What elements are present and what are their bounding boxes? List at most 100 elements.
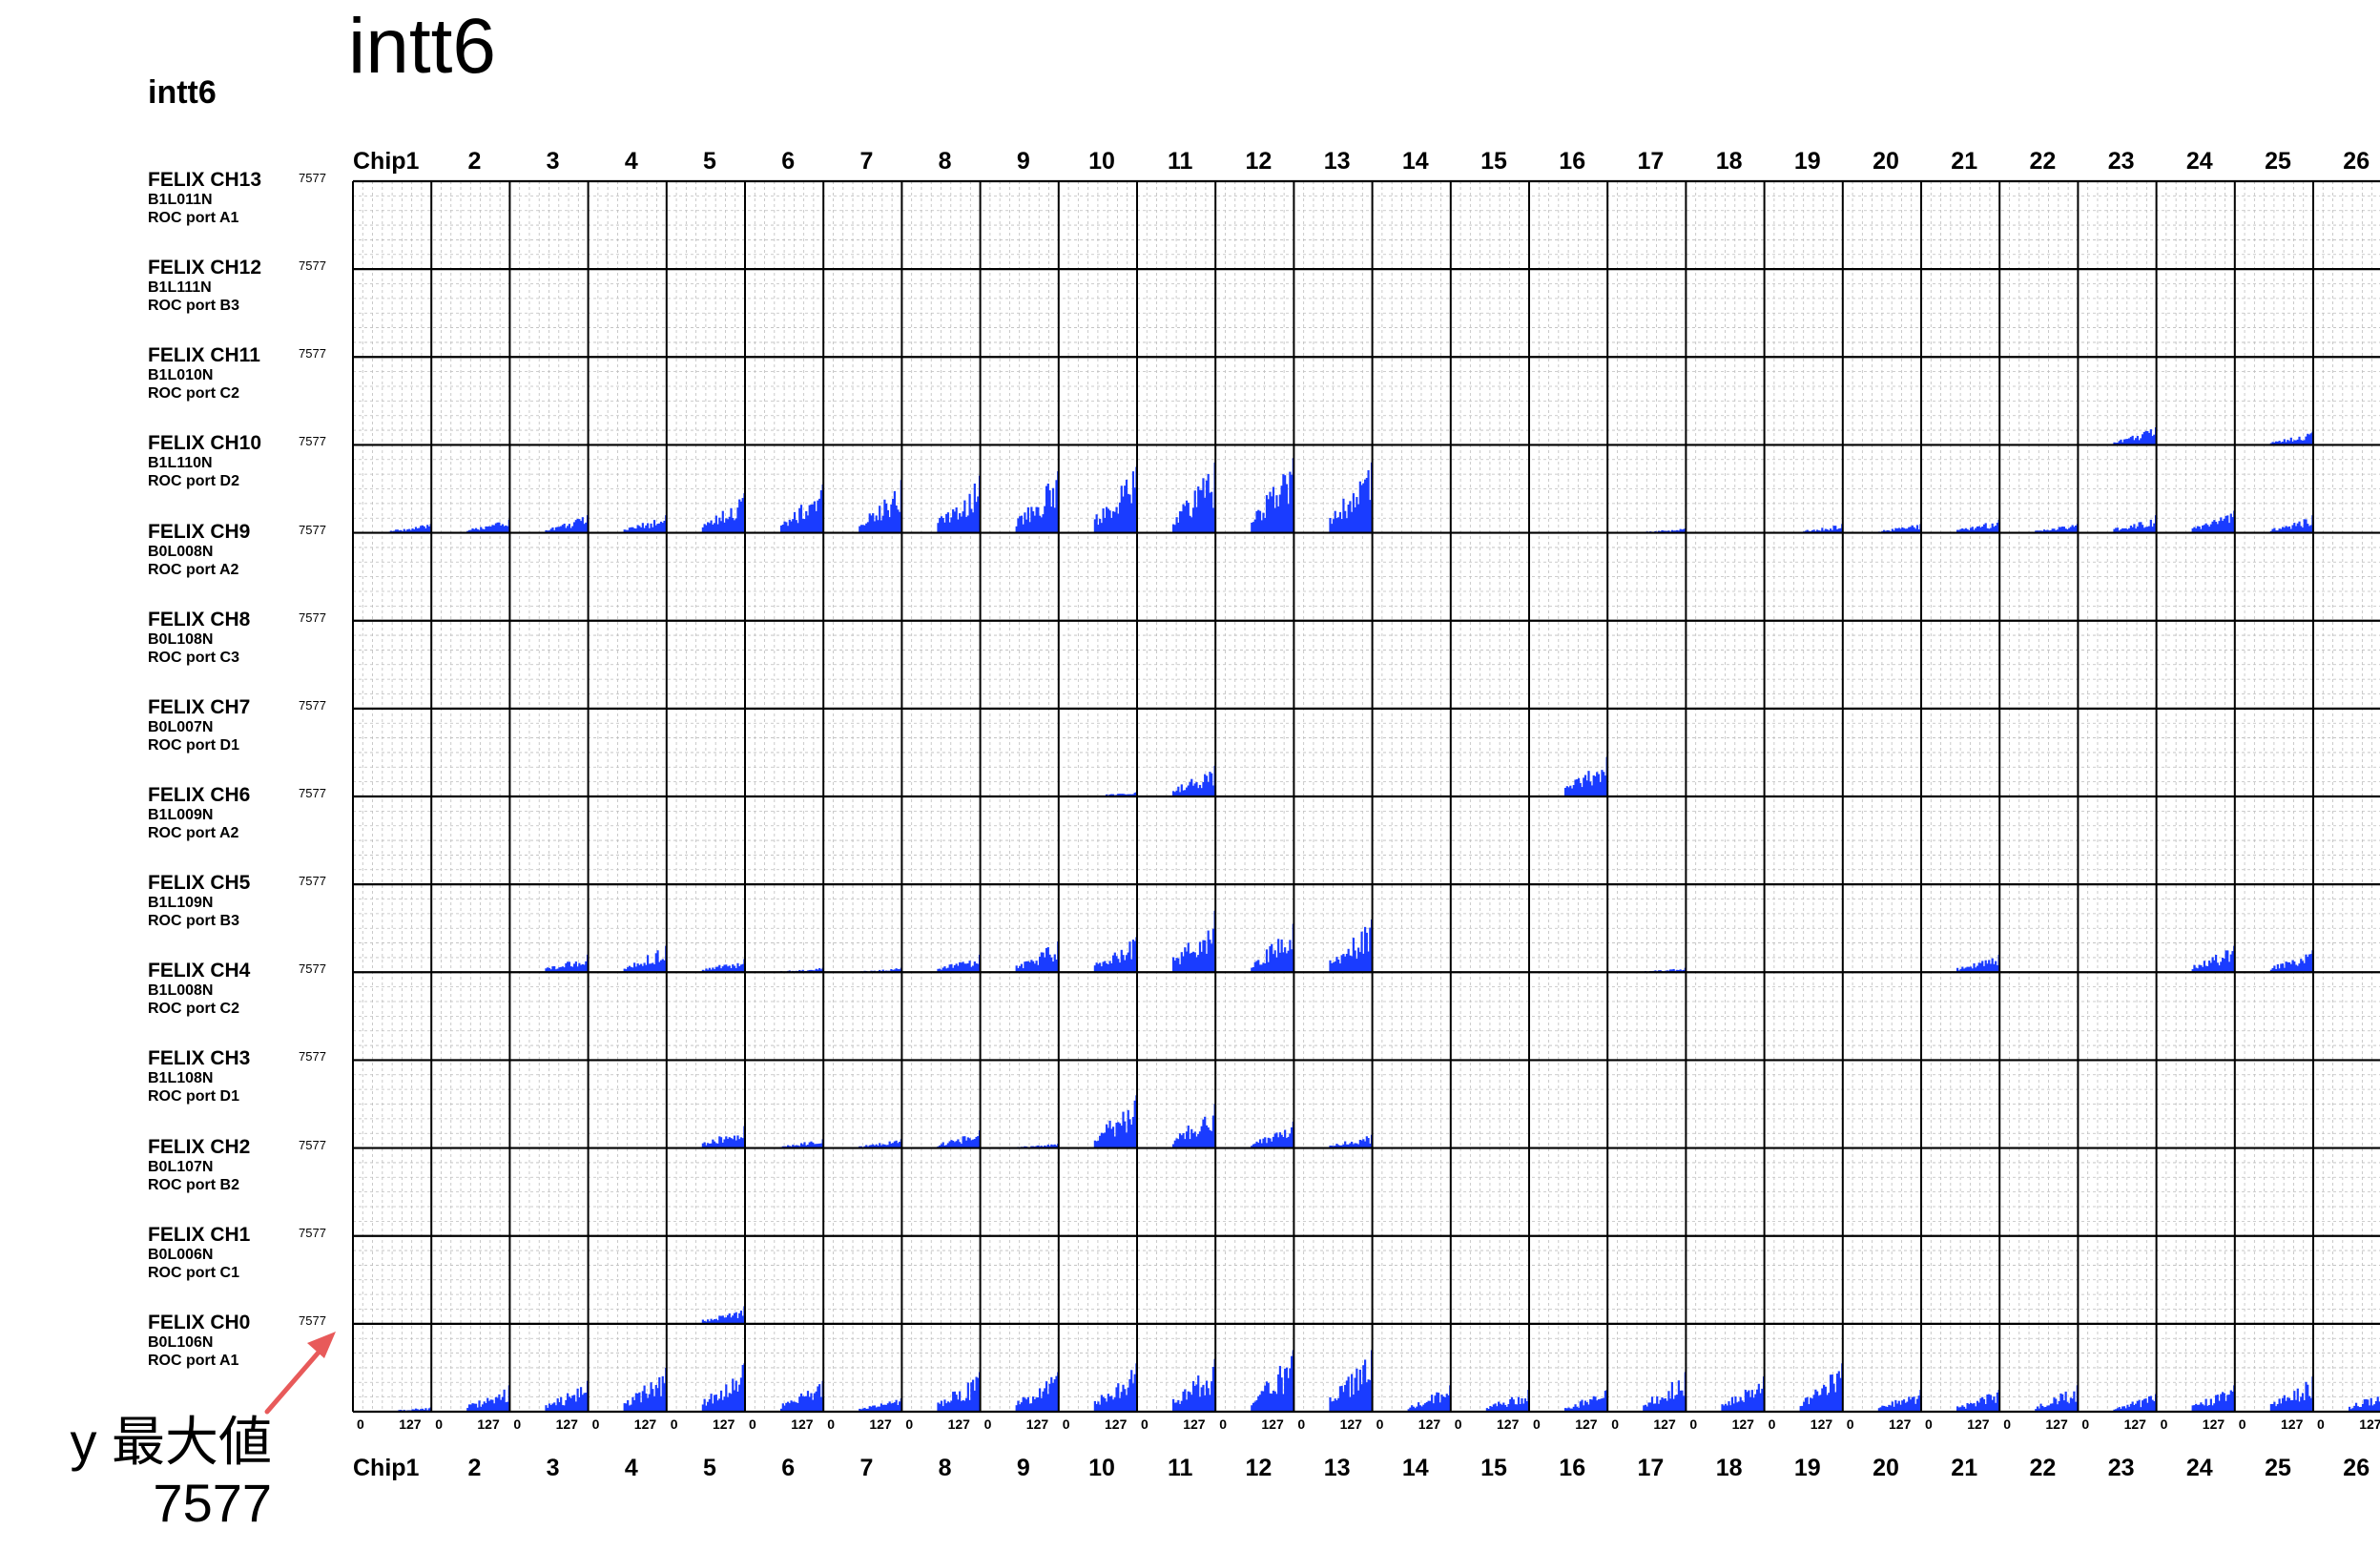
hit-bar [1979, 962, 1982, 973]
hit-bar [1443, 1396, 1447, 1412]
hit-bar [565, 1399, 568, 1412]
hit-bar [798, 1396, 801, 1412]
hit-bar [2303, 962, 2306, 973]
hit-bar [1191, 507, 1195, 533]
hit-bar [739, 1137, 743, 1148]
hit-bar [1255, 510, 1258, 533]
hit-bar [507, 526, 509, 533]
hit-bar [960, 1144, 962, 1148]
hit-bar [1100, 966, 1103, 973]
hit-bar [480, 527, 483, 533]
hit-bar [2120, 1408, 2122, 1412]
hit-bar [2368, 1405, 2371, 1412]
chip-label: 15 [1480, 148, 1507, 175]
hit-bar [1097, 963, 1100, 973]
hit-bar [968, 493, 971, 533]
chip-label: 10 [1088, 1455, 1115, 1481]
hit-bar [1277, 939, 1280, 973]
hit-bar [1175, 517, 1178, 533]
ymax-annotation-value: 7577 [153, 1473, 272, 1534]
hit-bar [1193, 1131, 1196, 1148]
row-label: FELIX CH9 B0L008N ROC port A2 [148, 522, 250, 578]
hit-bar [725, 964, 728, 973]
hit-bar [630, 527, 632, 533]
chip-label: 25 [2265, 1455, 2291, 1481]
hit-bar [1996, 964, 1999, 973]
hit-bar [567, 526, 569, 533]
hit-bar [2309, 954, 2312, 973]
hit-bar [658, 1376, 661, 1412]
hit-bar [2049, 529, 2053, 533]
hit-bar [1046, 947, 1049, 973]
hit-bar [1118, 794, 1122, 796]
hit-bar [797, 1145, 799, 1148]
hit-bar [633, 1399, 636, 1412]
hit-bar [1175, 790, 1178, 796]
hit-bar [1988, 960, 1991, 973]
hit-bar [2227, 523, 2231, 533]
hit-bar [2275, 1406, 2278, 1412]
hit-bar [1133, 487, 1136, 533]
hit-bar [1492, 1404, 1495, 1412]
hit-bar [1271, 1141, 1273, 1148]
chip-label: 5 [703, 1455, 716, 1481]
hit-bar [1437, 1393, 1440, 1412]
hit-bar [718, 1398, 721, 1412]
hit-bar [1837, 1371, 1840, 1412]
hit-bar [1187, 1391, 1190, 1412]
hit-bar [1107, 1394, 1109, 1412]
hit-bar [705, 1321, 708, 1324]
channel-tick-label: 0 [1611, 1416, 1619, 1432]
hit-bar [1669, 969, 1672, 973]
hit-bar [1729, 1405, 1732, 1412]
hit-bar [485, 526, 487, 533]
hit-bar [1095, 1141, 1098, 1148]
hit-bar [638, 964, 641, 973]
hit-bar [496, 522, 499, 533]
hit-bar [1038, 515, 1042, 533]
hit-bar [1993, 527, 1996, 533]
hit-bar [1365, 1136, 1368, 1148]
hit-bar [1028, 961, 1031, 973]
hit-bar [2059, 527, 2062, 533]
hit-bar [1033, 963, 1036, 973]
hit-bar [2200, 964, 2203, 973]
row-label: FELIX CH3 B1L108N ROC port D1 [148, 1048, 250, 1105]
hit-bar [732, 1315, 735, 1324]
hit-bar [641, 523, 644, 533]
hit-bar [1046, 483, 1049, 533]
hit-bar [2209, 524, 2212, 533]
hit-bar [1025, 519, 1028, 533]
hit-bar [1737, 1401, 1741, 1412]
hit-bar [2226, 515, 2229, 533]
hit-bar [966, 1137, 969, 1148]
hit-bar [701, 1404, 704, 1412]
hit-bar [1205, 1380, 1209, 1412]
hit-bar [2066, 528, 2069, 533]
hit-bar [1042, 952, 1045, 973]
hit-bar [2196, 526, 2200, 533]
hit-bar [718, 964, 721, 973]
hit-bar [1956, 1406, 1959, 1412]
hit-bar [1574, 1404, 1577, 1412]
hit-bar [1345, 954, 1349, 973]
hit-bar [1362, 953, 1365, 973]
hit-bar [946, 1143, 950, 1148]
hit-bar [628, 1405, 631, 1412]
hit-bar [1334, 961, 1336, 973]
hit-bar [1723, 1405, 1726, 1412]
ladder-name: B1L109N [148, 895, 214, 912]
chip-label: 11 [1167, 1455, 1193, 1481]
hit-bar [1746, 1392, 1749, 1412]
hit-bar [881, 515, 884, 533]
hit-bar [563, 523, 566, 533]
hit-bar [2216, 524, 2219, 533]
hit-bar [893, 1141, 896, 1148]
hit-bar [1269, 1138, 1272, 1148]
channel-tick-label: 127 [2203, 1416, 2225, 1432]
hit-bar [1133, 1100, 1136, 1148]
hit-bar [554, 1405, 558, 1412]
hit-bar [634, 528, 637, 533]
hit-bar [1128, 1378, 1131, 1412]
roc-port: ROC port B3 [148, 298, 239, 315]
